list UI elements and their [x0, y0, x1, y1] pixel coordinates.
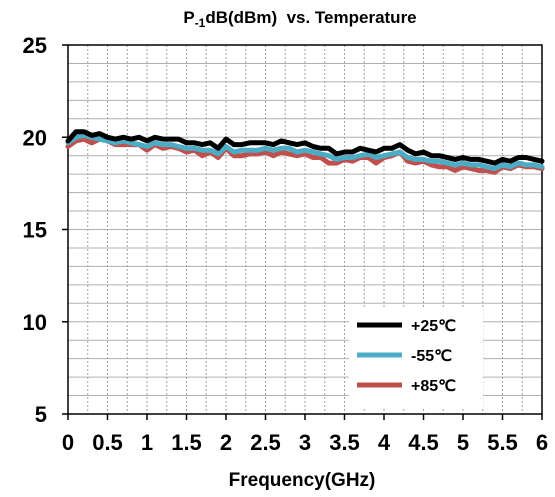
y-tick-label: 25: [23, 33, 47, 58]
x-axis: 0 0.5 1 1.5 2 2.5 3 3.5 4 4.5 5 5.5 6: [62, 414, 548, 455]
chart-title-main: P: [183, 8, 194, 27]
x-tick-label: 4.5: [408, 430, 439, 455]
x-tick-label: 6: [536, 430, 548, 455]
series-line-3: [65, 136, 545, 175]
x-tick-label: 1: [141, 430, 153, 455]
legend: +25℃ -55℃ +85℃: [349, 307, 483, 407]
series-line-1: [65, 129, 545, 166]
y-tick-label: 5: [35, 402, 47, 427]
series-line-2: [65, 132, 545, 172]
x-tick-label: 1.5: [171, 430, 202, 455]
legend-label: -55℃: [411, 348, 452, 365]
y-axis: 5 10 15 20 25: [23, 33, 68, 427]
legend-label: +85℃: [411, 378, 456, 395]
x-tick-label: 0: [62, 430, 74, 455]
y-tick-label: 20: [23, 125, 47, 150]
x-tick-label: 3: [299, 430, 311, 455]
x-axis-label: Frequency(GHz): [229, 470, 376, 491]
x-tick-label: 0.5: [92, 430, 123, 455]
x-tick-label: 5.5: [487, 430, 518, 455]
x-tick-label: 2.5: [250, 430, 281, 455]
series-lines: [65, 129, 545, 175]
legend-label: +25℃: [411, 318, 456, 335]
x-tick-label: 5: [457, 430, 469, 455]
chart-title-subscript: -1: [195, 16, 206, 30]
x-tick-label: 2: [220, 430, 232, 455]
y-tick-label: 15: [23, 218, 47, 243]
chart-title: P-1dB(dBm) vs. Temperature: [183, 8, 416, 30]
x-tick-label: 4: [378, 430, 391, 455]
chart-title-rest: dB(dBm) vs. Temperature: [205, 8, 416, 27]
y-tick-label: 10: [23, 310, 47, 335]
x-tick-label: 3.5: [329, 430, 360, 455]
